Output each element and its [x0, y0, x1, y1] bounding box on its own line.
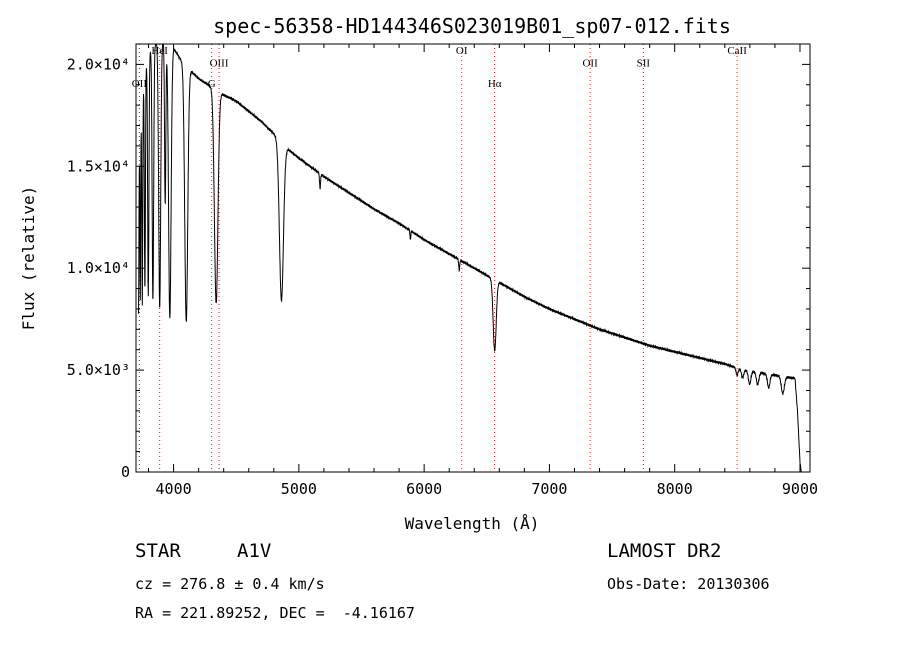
- x-tick-label: 8000: [657, 480, 693, 498]
- x-tick-label: 5000: [281, 480, 317, 498]
- chart-title: spec-56358-HD144346S023019B01_sp07-012.f…: [213, 14, 731, 38]
- line-marker-label: OII: [132, 78, 148, 90]
- spectral-subclass: A1V: [237, 540, 272, 562]
- x-tick-label: 6000: [406, 480, 442, 498]
- y-tick-label: 1.5×10⁴: [67, 157, 130, 175]
- y-tick-label: 1.0×10⁴: [67, 259, 130, 277]
- line-markers: OII HeI G OIII OI Hα OII SII CaII: [132, 44, 747, 472]
- y-tick-label: 0: [121, 463, 130, 481]
- y-tick-label: 5.0×10³: [67, 361, 130, 379]
- x-tick-label: 7000: [531, 480, 567, 498]
- line-marker-label: SII: [637, 57, 651, 69]
- y-tick-label: 2.0×10⁴: [67, 55, 130, 73]
- x-tick-label: 4000: [156, 480, 192, 498]
- line-marker-label: OIII: [210, 57, 229, 69]
- axis-ticks: 4000 5000 6000 7000 8000 9000 0 5.0×10³ 1.0×10⁴ 1…: [67, 43, 818, 498]
- line-marker-label: Hα: [488, 78, 502, 90]
- object-type: STAR: [135, 540, 181, 562]
- line-marker-label: OII: [582, 57, 598, 69]
- redshift-cz: cz = 276.8 ± 0.4 km/s: [135, 575, 325, 593]
- x-axis-label: Wavelength (Å): [405, 514, 540, 533]
- line-marker-label: G: [208, 78, 216, 90]
- x-tick-label: 9000: [782, 480, 818, 498]
- line-marker-label: HeI: [151, 45, 168, 57]
- y-axis-label: Flux (relative): [19, 186, 38, 331]
- survey-name: LAMOST DR2: [607, 540, 722, 562]
- coordinates: RA = 221.89252, DEC = -4.16167: [135, 604, 415, 622]
- spectrum-series: [138, 43, 802, 473]
- observation-date: Obs-Date: 20130306: [607, 575, 770, 593]
- spectrum-line: [138, 43, 802, 473]
- line-marker-label: OI: [456, 45, 468, 57]
- line-marker-label: CaII: [727, 45, 747, 57]
- plot-frame: [135, 43, 811, 473]
